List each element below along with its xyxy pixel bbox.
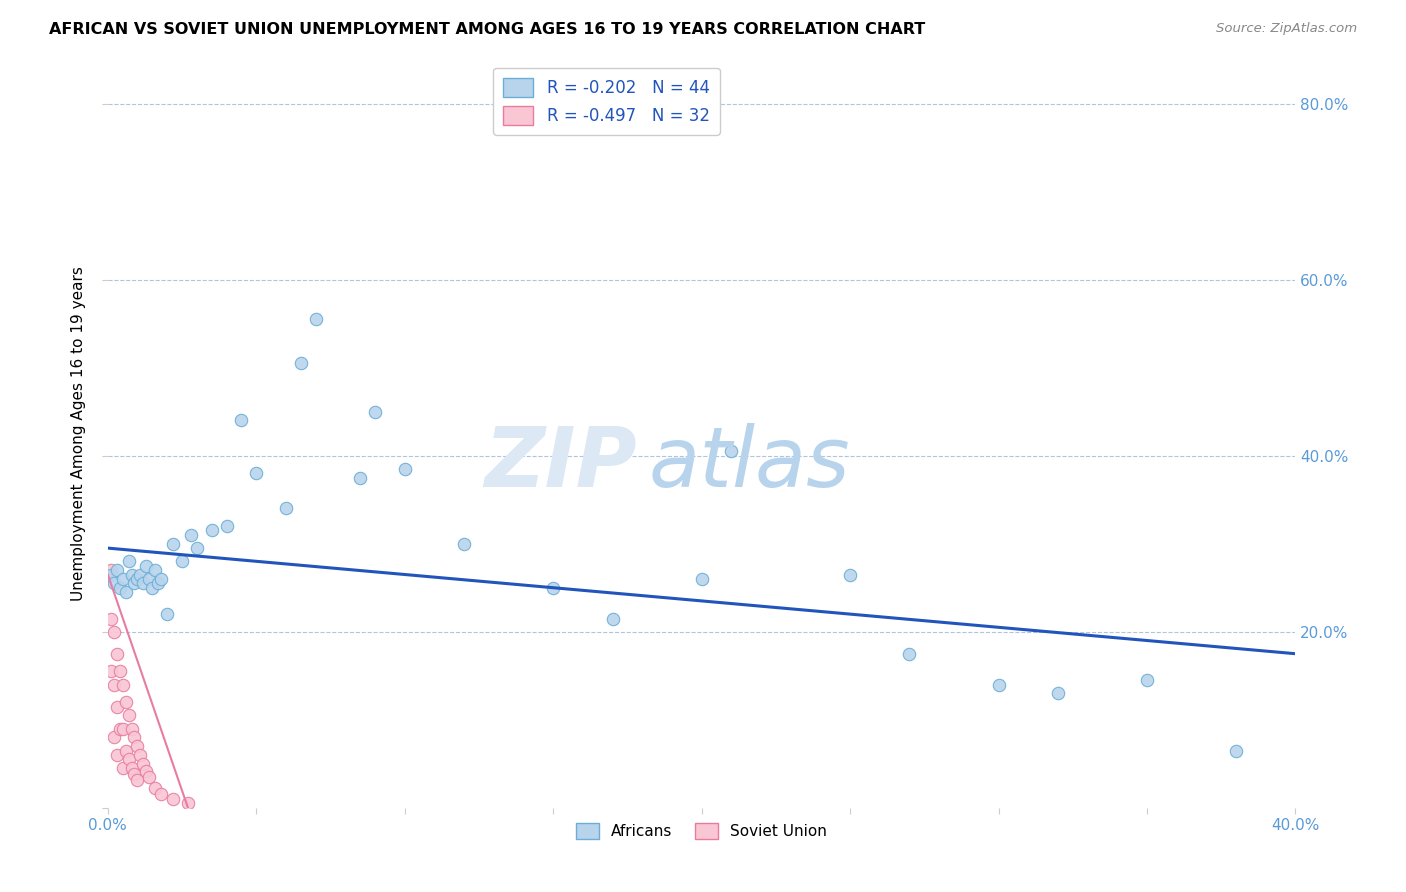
Point <box>304 312 326 326</box>
Point <box>111 761 134 775</box>
Point <box>108 665 131 679</box>
Point <box>186 541 208 555</box>
Point <box>111 572 134 586</box>
Point <box>100 567 122 582</box>
Point <box>987 677 1010 691</box>
Point <box>114 585 136 599</box>
Point <box>103 576 125 591</box>
Point <box>135 764 157 778</box>
Point <box>394 462 416 476</box>
Point <box>1225 743 1247 757</box>
Point <box>138 572 160 586</box>
Point <box>1046 686 1069 700</box>
Point <box>117 708 139 723</box>
Point <box>541 581 564 595</box>
Point <box>132 756 155 771</box>
Point <box>127 772 149 787</box>
Point <box>121 567 143 582</box>
Point <box>141 581 163 595</box>
Text: ZIP: ZIP <box>484 423 637 504</box>
Point <box>100 563 122 577</box>
Point <box>103 677 125 691</box>
Point <box>162 537 184 551</box>
Point <box>124 731 146 745</box>
Point <box>135 558 157 573</box>
Point <box>180 528 202 542</box>
Point <box>143 781 166 796</box>
Point <box>148 576 170 591</box>
Point <box>132 576 155 591</box>
Point <box>839 567 862 582</box>
Text: atlas: atlas <box>648 423 849 504</box>
Point <box>274 501 297 516</box>
Point <box>150 787 173 801</box>
Text: Source: ZipAtlas.com: Source: ZipAtlas.com <box>1216 22 1357 36</box>
Point <box>105 647 128 661</box>
Point <box>143 563 166 577</box>
Y-axis label: Unemployment Among Ages 16 to 19 years: Unemployment Among Ages 16 to 19 years <box>72 266 86 601</box>
Point <box>111 722 134 736</box>
Point <box>124 767 146 781</box>
Point <box>898 647 921 661</box>
Point <box>100 611 122 625</box>
Point <box>150 572 173 586</box>
Point <box>349 471 371 485</box>
Legend: Africans, Soviet Union: Africans, Soviet Union <box>569 817 834 845</box>
Point <box>114 743 136 757</box>
Point <box>201 524 224 538</box>
Point <box>129 567 152 582</box>
Point <box>105 563 128 577</box>
Point <box>114 695 136 709</box>
Point <box>215 519 238 533</box>
Point <box>127 739 149 753</box>
Point <box>290 356 312 370</box>
Point <box>103 731 125 745</box>
Point <box>231 413 253 427</box>
Point <box>124 576 146 591</box>
Point <box>690 572 713 586</box>
Point <box>117 554 139 568</box>
Point <box>364 405 387 419</box>
Point <box>127 572 149 586</box>
Point <box>121 761 143 775</box>
Point <box>170 554 193 568</box>
Point <box>602 611 624 625</box>
Point <box>177 797 200 811</box>
Point <box>162 792 184 806</box>
Point <box>453 537 475 551</box>
Text: AFRICAN VS SOVIET UNION UNEMPLOYMENT AMONG AGES 16 TO 19 YEARS CORRELATION CHART: AFRICAN VS SOVIET UNION UNEMPLOYMENT AMO… <box>49 22 925 37</box>
Point <box>100 665 122 679</box>
Point <box>108 722 131 736</box>
Point <box>156 607 179 621</box>
Point <box>121 722 143 736</box>
Point <box>111 677 134 691</box>
Point <box>245 467 267 481</box>
Point <box>117 752 139 766</box>
Point <box>108 581 131 595</box>
Point <box>1136 673 1159 687</box>
Point <box>129 747 152 762</box>
Point <box>105 699 128 714</box>
Point <box>103 624 125 639</box>
Point <box>720 444 742 458</box>
Point <box>138 770 160 784</box>
Point <box>105 747 128 762</box>
